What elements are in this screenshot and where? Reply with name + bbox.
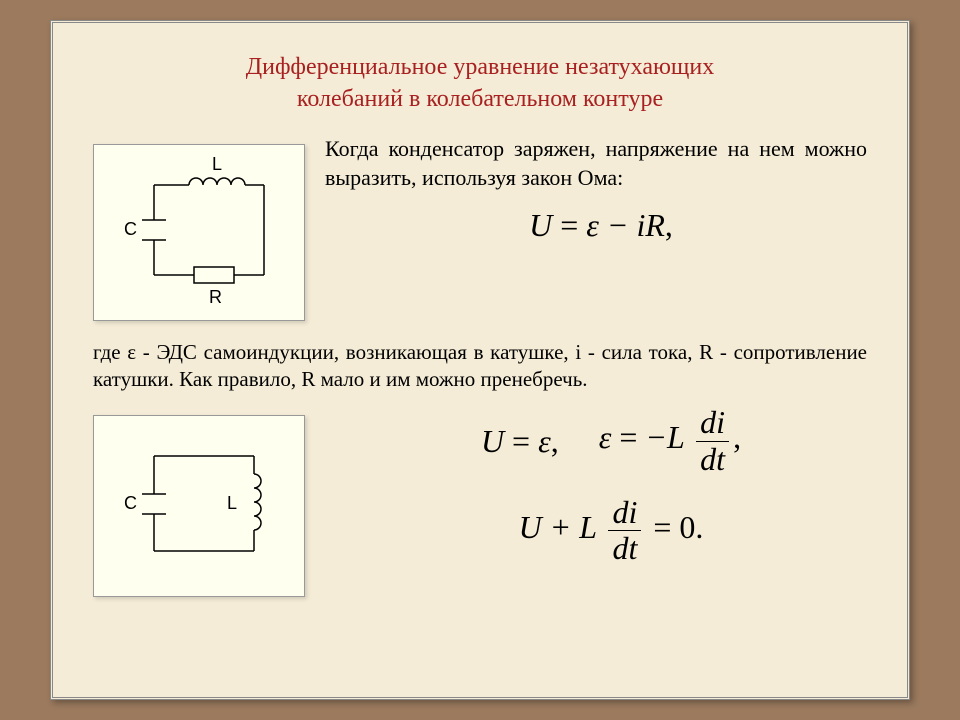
f1-rhs: ε − iR: [586, 207, 665, 243]
label-r: R: [209, 287, 222, 307]
paragraph-1: Когда конденсатор заряжен, напряжение на…: [325, 134, 877, 193]
label-c: C: [124, 219, 137, 239]
f3-den: dt: [608, 531, 641, 566]
formula-row-3: U + L di dt = 0.: [345, 495, 877, 566]
label-l: L: [212, 154, 222, 174]
f2b-pre: −L: [645, 419, 684, 455]
f3-lhs: U + L: [519, 509, 597, 545]
slide: Дифференциальное уравнение незатухающих …: [50, 20, 910, 700]
row-1: C L R Когда конденсатор заряжен, напряже…: [53, 134, 907, 331]
f2b-tail: ,: [733, 419, 741, 455]
f2b-num: di: [696, 405, 729, 441]
f2b-den: dt: [696, 442, 729, 477]
paragraph-2: где ε - ЭДС самоиндукции, возникающая в …: [53, 331, 907, 400]
f2b-lhs: ε: [599, 419, 612, 455]
circuit-diagram-lc: C L: [93, 415, 305, 597]
f1-tail: ,: [665, 207, 673, 243]
f3-rhs: = 0.: [653, 509, 703, 545]
f1-lhs: U: [529, 207, 552, 243]
formula-ohm: U = ε − iR,: [325, 207, 877, 244]
formula-row-2: U = ε, ε = −L di dt ,: [345, 405, 877, 476]
equation-column: U = ε, ε = −L di dt , U + L di: [325, 405, 877, 566]
title-line-2: колебаний в колебательном контуре: [297, 86, 663, 112]
title-line-1: Дифференциальное уравнение незатухающих: [246, 54, 714, 80]
row-2: C L U = ε, ε = −L di dt ,: [53, 405, 907, 607]
f3-num: di: [608, 495, 641, 531]
label-l2: L: [227, 493, 237, 513]
f2a-lhs: U: [481, 423, 504, 459]
f2a-rhs: ε: [538, 423, 551, 459]
slide-title: Дифференциальное уравнение незатухающих …: [53, 23, 907, 134]
label-c2: C: [124, 493, 137, 513]
f2a-tail: ,: [551, 423, 559, 459]
circuit-diagram-rlc: C L R: [93, 144, 305, 321]
